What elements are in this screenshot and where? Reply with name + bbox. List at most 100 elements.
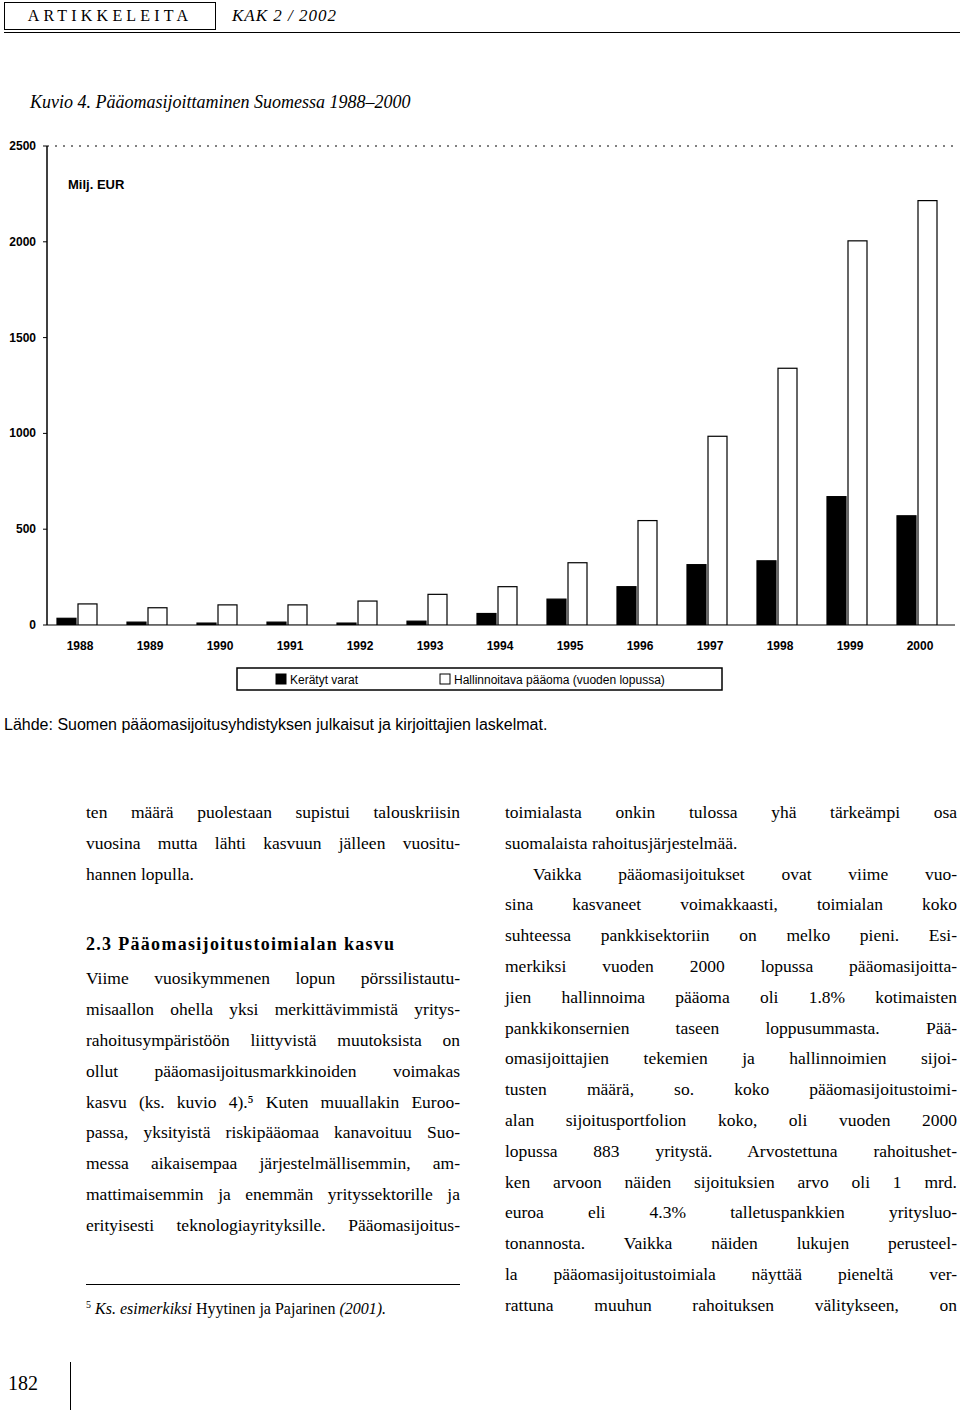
- bar: [358, 601, 377, 625]
- bar: [148, 608, 167, 625]
- bar: [918, 201, 937, 625]
- legend-swatch: [440, 674, 450, 684]
- bar: [778, 368, 797, 625]
- x-tick-label: 1992: [347, 639, 374, 653]
- footnote: 5 Ks. esimerkiksi Hyytinen ja Pajarinen …: [86, 1294, 386, 1320]
- x-tick-label: 1999: [837, 639, 864, 653]
- header-rule: [4, 32, 960, 33]
- legend-label: Kerätyt varat: [290, 673, 359, 687]
- bar: [267, 622, 286, 625]
- figure-caption: Kuvio 4. Pääomasijoittaminen Suomessa 19…: [30, 92, 411, 113]
- text-line: alan sijoitusportfolion koko, oli vuoden…: [505, 1109, 957, 1131]
- text-line: pankkikonsernien taseen loppusummasta. P…: [505, 1017, 957, 1039]
- bar: [428, 594, 447, 625]
- x-tick-label: 1990: [207, 639, 234, 653]
- text-line: suomalaista rahoitusjärjestelmää.: [505, 832, 957, 854]
- x-tick-label: 1997: [697, 639, 724, 653]
- footnote-authors: Hyytinen ja Pajarinen: [196, 1300, 336, 1317]
- text-line: tonannosta. Vaikka näiden lukujen perust…: [505, 1232, 957, 1254]
- text-line: suhteessa pankkisektoriin on melko pieni…: [505, 924, 957, 946]
- bar: [477, 614, 496, 625]
- bar: [547, 599, 566, 625]
- bar: [708, 436, 727, 625]
- y-tick-label: 500: [16, 522, 36, 536]
- text-line: hannen lopulla.: [86, 863, 460, 885]
- x-tick-label: 1988: [67, 639, 94, 653]
- header-section: ARTIKKELEITA: [4, 2, 216, 30]
- text-line: misaallon ohella yksi merkittävimmistä y…: [86, 998, 460, 1020]
- x-tick-label: 1989: [137, 639, 164, 653]
- text-line: toimialasta onkin tulossa yhä tärkeämpi …: [505, 801, 957, 823]
- legend-label: Hallinnoitava pääoma (vuoden lopussa): [454, 673, 665, 687]
- x-tick-label: 1993: [417, 639, 444, 653]
- footnote-lead: Ks. esimerkiksi: [95, 1300, 192, 1317]
- y-tick-label: 1500: [9, 331, 36, 345]
- footnote-year: (2001).: [339, 1300, 386, 1317]
- text-line: la pääomasijoitustoimiala näyttää pienel…: [505, 1263, 957, 1285]
- y-axis: [46, 146, 48, 625]
- x-tick-label: 1995: [557, 639, 584, 653]
- text-line: Vaikka pääomasijoitukset ovat viime vuo-: [533, 863, 957, 885]
- text-line: messa aikaisempaa järjestelmällisemmin, …: [86, 1152, 460, 1174]
- bar: [218, 605, 237, 625]
- y-tick: [43, 241, 47, 242]
- y-tick-label: 2500: [9, 139, 36, 153]
- bar: [687, 565, 706, 625]
- figure-source: Lähde: Suomen pääomasijoitusyhdistyksen …: [4, 716, 547, 734]
- top-border: [47, 146, 955, 147]
- text-line: mattimaisemmin ja enemmän yrityssektoril…: [86, 1183, 460, 1205]
- bar: [337, 623, 356, 625]
- y-tick: [43, 337, 47, 338]
- y-tick: [43, 433, 47, 434]
- y-tick-label: 2000: [9, 235, 36, 249]
- y-tick-label: 1000: [9, 426, 36, 440]
- bar: [498, 587, 517, 625]
- y-tick-label: 0: [29, 618, 36, 632]
- text-line: sina kasvaneet voimakkaasti, toimialan k…: [505, 893, 957, 915]
- bars: [57, 201, 937, 625]
- bar: [197, 623, 216, 625]
- bar: [827, 497, 846, 625]
- header-issue: KAK 2 / 2002: [232, 3, 337, 29]
- bar: [127, 622, 146, 625]
- text-line: omasijoittajien tekemien ja hallinnoimie…: [505, 1047, 957, 1069]
- footnote-mark: 5: [86, 1299, 91, 1310]
- y-tick: [43, 146, 47, 147]
- legend-box: [237, 668, 722, 690]
- page-number: 182: [8, 1372, 38, 1395]
- text-line: rahoitusympäristöön liittyvistä muutoksi…: [86, 1029, 460, 1051]
- text-line: rattuna muuhun rahoituksen välitykseen, …: [505, 1294, 957, 1316]
- bar: [897, 516, 916, 625]
- text-line: ten määrä puolestaan supistui talouskrii…: [86, 801, 460, 823]
- page-number-rule: [70, 1362, 71, 1410]
- y-tick: [43, 625, 47, 626]
- x-tick-label: 1991: [277, 639, 304, 653]
- bar: [848, 241, 867, 625]
- bar: [407, 621, 426, 625]
- text-line: erityisesti teknologiayrityksille. Pääom…: [86, 1214, 460, 1236]
- bar: [617, 587, 636, 625]
- x-tick-label: 1994: [487, 639, 514, 653]
- section-heading: 2.3 Pääomasijoitustoimialan kasvu: [86, 933, 395, 955]
- y-axis-label: Milj. EUR: [68, 177, 125, 192]
- text-line: ollut pääomasijoitusmarkkinoiden voimaka…: [86, 1060, 460, 1082]
- text-line: tusten määrä, so. koko pääomasijoitustoi…: [505, 1078, 957, 1100]
- bar: [757, 561, 776, 625]
- text-line: lopussa 883 yritystä. Arvostettuna rahoi…: [505, 1140, 957, 1162]
- legend-swatch: [276, 674, 286, 684]
- chart: 0 500 1000 1500 2000 2500 Milj. EUR 1988 1989 199…: [0, 0, 960, 700]
- footnote-rule: [86, 1284, 460, 1285]
- text-line: kasvu (ks. kuvio 4).⁵ Kuten muuallakin E…: [86, 1091, 460, 1113]
- y-tick: [43, 529, 47, 530]
- x-tick-label: 1996: [627, 639, 654, 653]
- text-line: vuosina mutta lähti kasvuun jälleen vuos…: [86, 832, 460, 854]
- text-line: Viime vuosikymmenen lopun pörssilistautu…: [86, 967, 460, 989]
- bar: [638, 521, 657, 625]
- text-line: merkiksi vuoden 2000 lopussa pääomasijoi…: [505, 955, 957, 977]
- text-line: passa, yksityistä riskipääomaa kanavoitu…: [86, 1121, 460, 1143]
- text-line: ken arvoon näiden sijoituksien arvo oli …: [505, 1171, 957, 1193]
- text-line: euroa eli 4.3% talletuspankkien yrityslu…: [505, 1201, 957, 1223]
- text-line: jien hallinnoima pääoma oli 1.8% kotimai…: [505, 986, 957, 1008]
- bar: [568, 563, 587, 625]
- bar: [288, 605, 307, 625]
